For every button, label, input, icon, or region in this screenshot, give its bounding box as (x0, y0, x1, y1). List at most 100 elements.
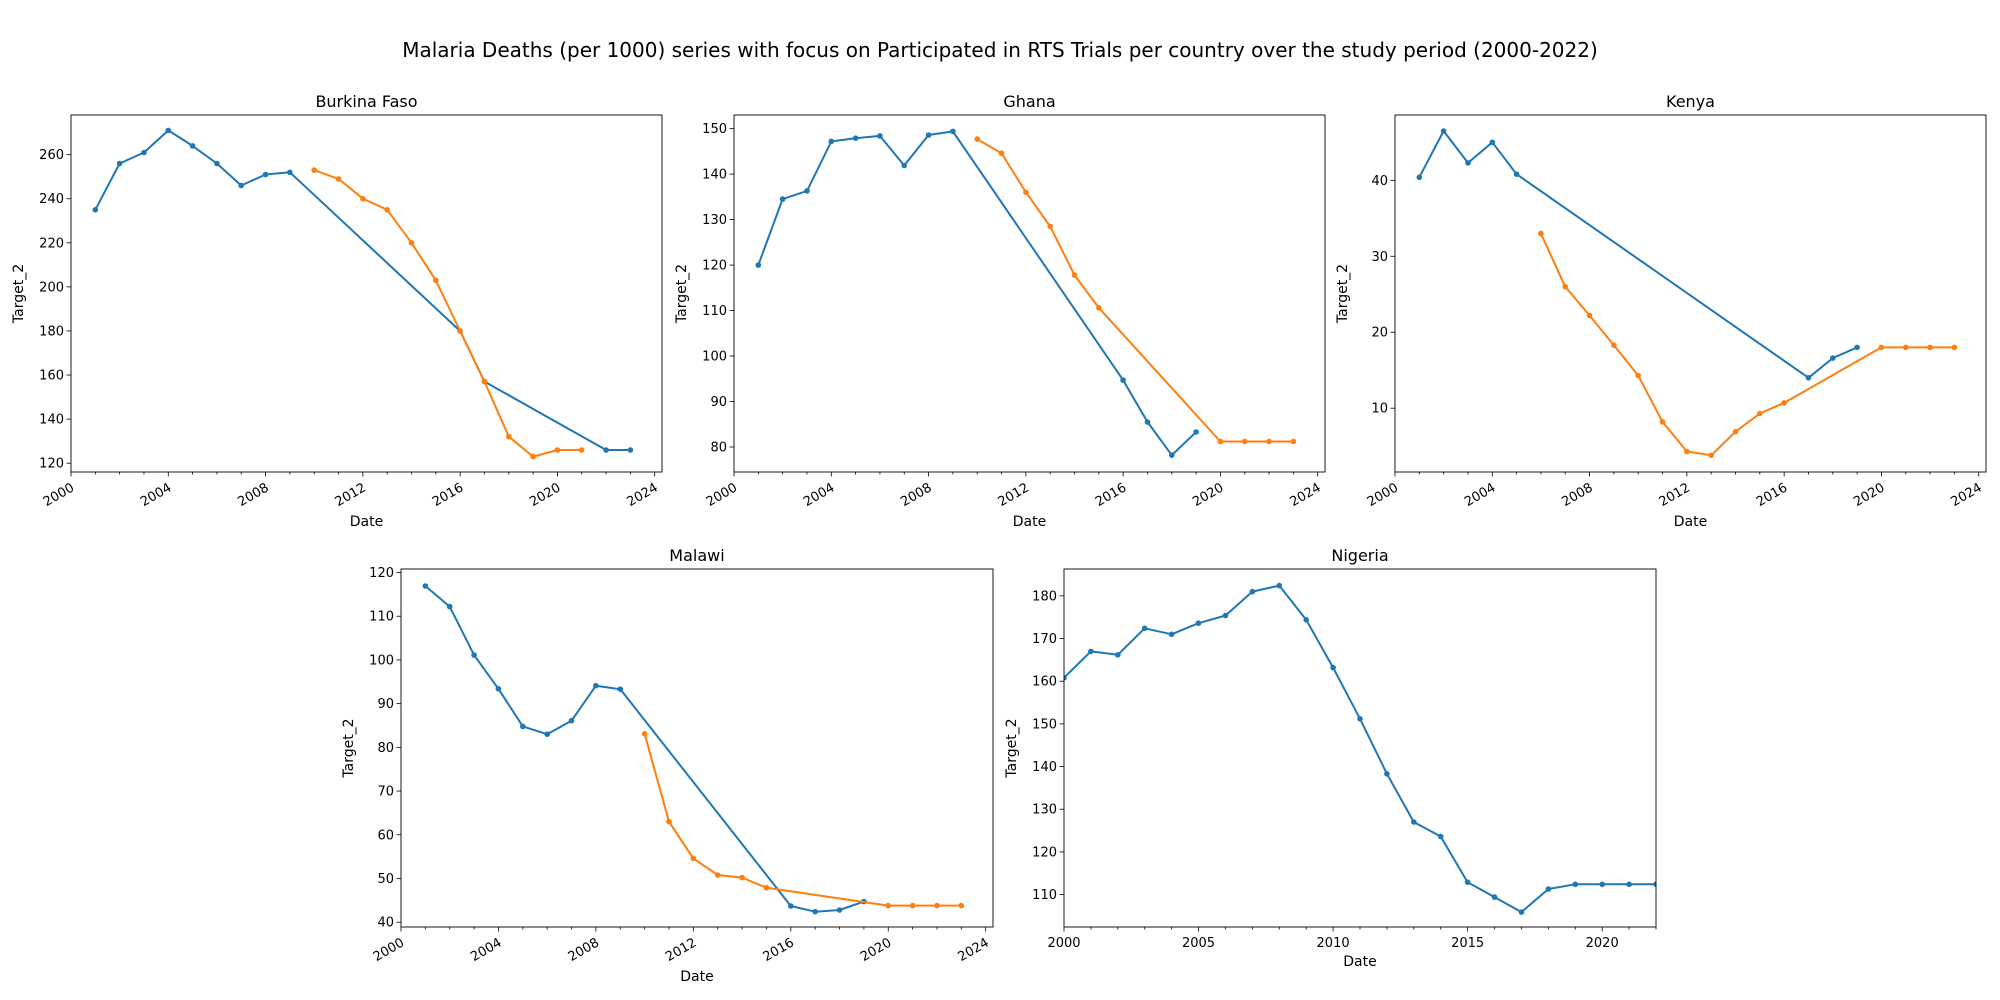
data-point (1538, 230, 1544, 237)
y-axis-label: Target_2 (1004, 718, 1020, 778)
data-point (1545, 886, 1552, 892)
x-tick-label: 2005 (1182, 936, 1215, 951)
y-tick-label: 50 (377, 872, 394, 887)
x-axis-label: Date (1343, 954, 1376, 970)
plot-area (755, 128, 1297, 459)
x-tick-label: 2020 (527, 480, 563, 510)
x-tick-label: 2024 (1288, 480, 1324, 510)
data-point (1781, 400, 1787, 406)
subplot-3: Malawi 2000 2004 2008 2012 2016 2020 2024 40 50 60… (341, 546, 994, 985)
data-point (262, 171, 269, 178)
data-point (471, 652, 477, 658)
x-tick-label: 2012 (333, 480, 369, 510)
x-tick-label: 2008 (566, 935, 602, 965)
data-point (641, 731, 648, 737)
data-point (530, 453, 536, 460)
data-point (666, 818, 672, 825)
x-axis-label: Date (1013, 514, 1046, 530)
data-point (950, 128, 956, 135)
x-tick-label: 2024 (956, 935, 992, 965)
data-point (1249, 588, 1256, 595)
y-tick-label: 110 (369, 610, 394, 625)
data-point (1489, 139, 1496, 146)
data-point (1303, 617, 1309, 623)
axes-frame (70, 114, 663, 473)
x-tick-label: 2012 (1657, 480, 1693, 510)
y-tick-label: 140 (702, 168, 727, 183)
data-point (1071, 272, 1078, 278)
data-point (1144, 419, 1151, 425)
data-point (1222, 612, 1229, 619)
y-tick-label: 90 (377, 697, 394, 712)
data-point (1168, 631, 1175, 638)
data-point (1088, 648, 1094, 655)
data-point (1023, 189, 1029, 196)
x-tick-label: 2020 (1586, 936, 1619, 951)
data-point (1611, 342, 1617, 349)
x-tick-label: 2004 (468, 935, 504, 965)
data-point (408, 240, 415, 246)
data-point (544, 731, 550, 737)
data-point (901, 162, 907, 169)
axes-frame (400, 568, 994, 928)
data-point (877, 133, 883, 139)
x-tick-label: 2012 (996, 480, 1032, 510)
plot-area (1064, 582, 1656, 915)
data-point (311, 167, 318, 173)
data-point (974, 136, 980, 142)
data-point (1290, 438, 1297, 445)
x-tick-label: 2015 (1451, 936, 1484, 951)
data-point (812, 908, 818, 915)
data-point (804, 188, 810, 194)
y-tick-label: 120 (369, 566, 394, 581)
data-point (384, 207, 391, 213)
y-tick-label: 220 (39, 236, 64, 251)
data-point (481, 378, 488, 385)
subplot-title: Malawi (669, 546, 724, 565)
data-point (141, 149, 147, 156)
data-point (739, 874, 745, 881)
data-point (1330, 664, 1336, 671)
x-axis-label: Date (1674, 514, 1707, 530)
data-point (1684, 448, 1690, 455)
data-point (836, 907, 843, 913)
subplot-1: Ghana 2000 2004 2008 2012 2016 2020 2024 80 90 100… (674, 92, 1326, 530)
data-point (1572, 881, 1579, 888)
y-axis-label: Target_2 (1335, 264, 1351, 324)
data-point (495, 686, 502, 692)
y-tick-label: 120 (702, 259, 727, 274)
y-tick-label: 110 (702, 304, 727, 319)
y-tick-label: 110 (1032, 888, 1057, 903)
data-point (1902, 344, 1909, 351)
data-point (1169, 452, 1175, 459)
series-line-1 (976, 138, 1294, 443)
data-point (1626, 881, 1632, 888)
data-point (763, 884, 770, 891)
plot-area (422, 583, 965, 915)
x-tick-label: 2020 (1190, 480, 1226, 510)
data-point (1411, 819, 1417, 825)
data-point (433, 277, 439, 284)
x-tick-label: 2020 (858, 935, 894, 965)
y-tick-label: 130 (1032, 803, 1057, 818)
data-point (1805, 375, 1812, 381)
data-point (1951, 344, 1958, 351)
data-point (1599, 881, 1605, 888)
x-tick-label: 2024 (1949, 480, 1985, 510)
data-point (1464, 879, 1471, 885)
y-tick-label: 100 (702, 350, 727, 365)
data-point (617, 686, 624, 692)
data-point (1491, 894, 1498, 900)
x-tick-label: 2008 (1559, 480, 1595, 510)
y-tick-label: 80 (710, 440, 727, 455)
y-tick-label: 130 (702, 213, 727, 228)
data-point (1217, 438, 1224, 445)
x-tick-label: 2008 (898, 480, 934, 510)
data-point (788, 903, 794, 909)
data-point (925, 132, 932, 138)
y-tick-label: 240 (39, 192, 64, 207)
data-point (1854, 344, 1860, 351)
y-tick-label: 10 (1371, 402, 1388, 417)
figure-title: Malaria Deaths (per 1000) series with fo… (402, 38, 1598, 62)
series-line-0 (757, 130, 1197, 457)
